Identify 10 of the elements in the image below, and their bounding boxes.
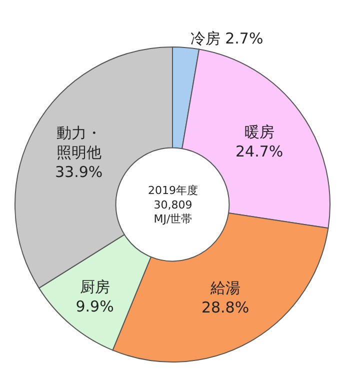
data-label: 24.7% bbox=[236, 142, 284, 161]
slice-label: 冷房 2.7% bbox=[190, 30, 264, 48]
slice-label: 暖房 bbox=[244, 123, 274, 142]
data-label: 28.8% bbox=[201, 298, 250, 316]
slice-label: 給湯 bbox=[209, 278, 240, 297]
data-label: 9.9% bbox=[76, 297, 114, 316]
slice-label: 動力・照明他 bbox=[56, 124, 102, 162]
data-label: 33.9% bbox=[54, 163, 103, 182]
slice-label: 厨房 bbox=[80, 278, 110, 296]
text: 2019年度 30,809 MJ/世帯 bbox=[148, 184, 198, 226]
